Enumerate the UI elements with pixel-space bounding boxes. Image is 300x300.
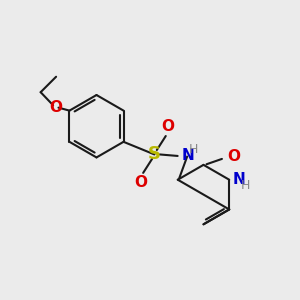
Text: N: N (182, 148, 195, 163)
Text: N: N (233, 172, 246, 187)
Text: O: O (227, 149, 240, 164)
Text: O: O (50, 100, 63, 115)
Text: H: H (188, 143, 198, 156)
Text: O: O (134, 175, 147, 190)
Text: S: S (148, 146, 161, 164)
Text: O: O (162, 119, 175, 134)
Text: H: H (241, 178, 250, 192)
